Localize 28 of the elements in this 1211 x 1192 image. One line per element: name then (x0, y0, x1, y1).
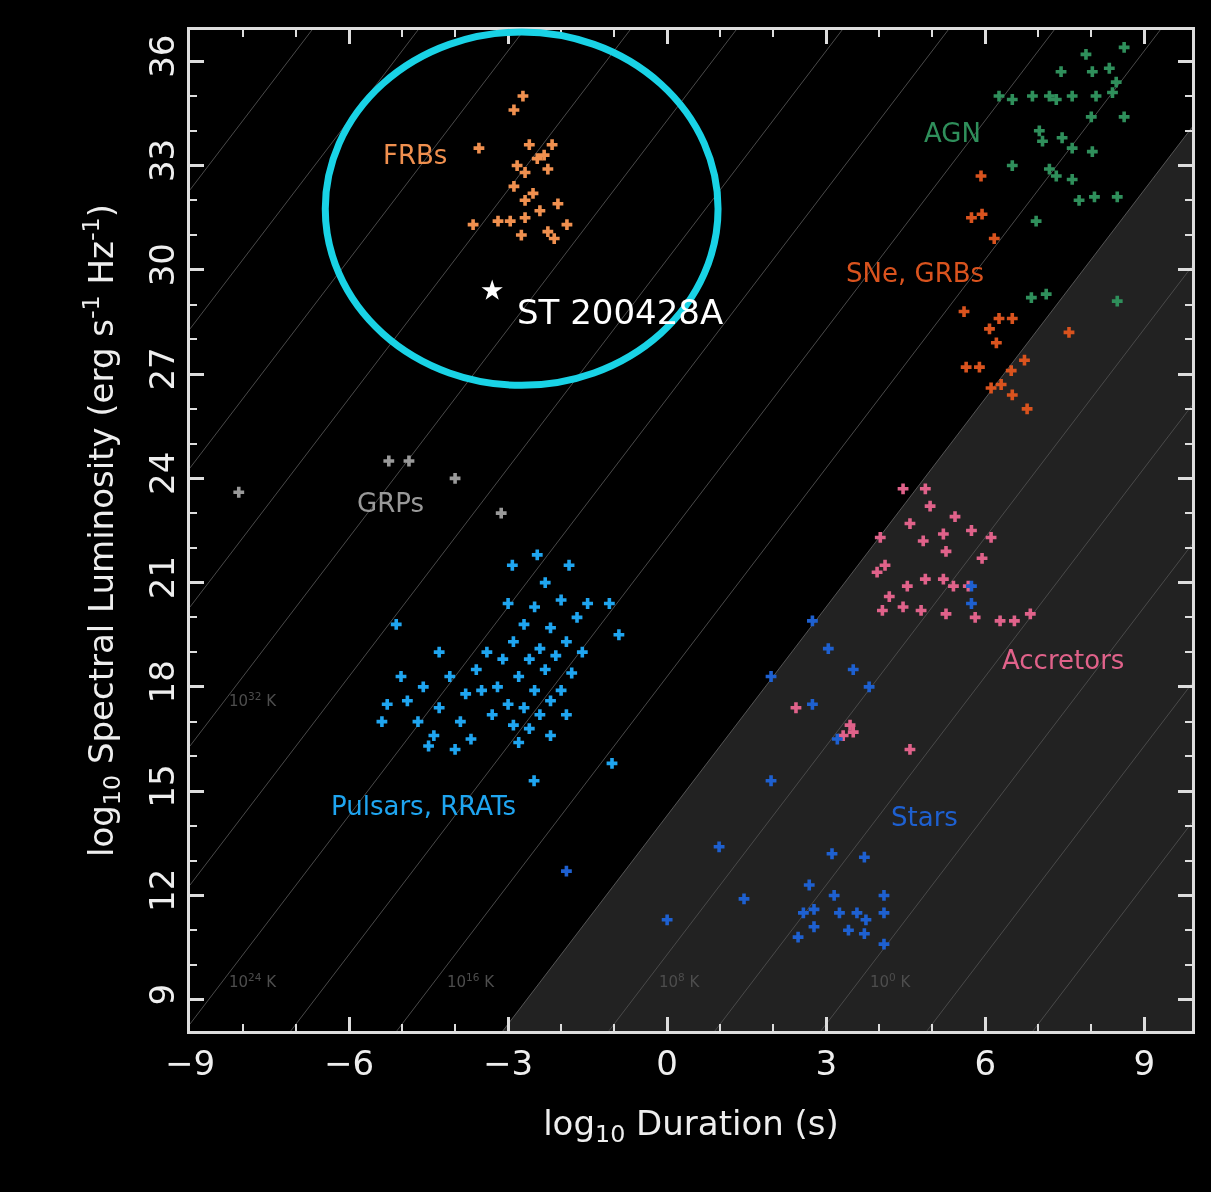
x-tick-label: 6 (974, 1042, 997, 1083)
series-label: Stars (891, 802, 958, 832)
y-tick-label: 33 (141, 138, 182, 183)
x-tick-label: 0 (656, 1042, 678, 1083)
y-tick-label: 30 (141, 243, 182, 287)
y-tick-label: 9 (141, 983, 182, 1006)
series-label: SNe, GRBs (846, 258, 985, 288)
annotation: 10$^{32}$ K (229, 690, 278, 711)
annotation: 10$^{24}$ K (229, 971, 278, 992)
x-tick-label: 9 (1133, 1042, 1156, 1083)
series-label: FRBs (383, 140, 448, 170)
x-tick-label: −6 (323, 1042, 375, 1083)
x-tick-label: −3 (483, 1042, 534, 1083)
y-tick-label: 36 (141, 34, 182, 78)
x-tick-label: 3 (815, 1042, 838, 1083)
y-tick-label: 27 (141, 347, 182, 391)
y-tick-label: 24 (141, 451, 182, 495)
y-tick-label: 18 (141, 660, 182, 704)
series-label: Pulsars, RRATs (331, 791, 517, 821)
x-tick-label: −9 (164, 1042, 216, 1083)
y-tick-label: 12 (141, 868, 182, 912)
series-label: AGN (924, 118, 981, 148)
series-label: Accretors (1002, 645, 1125, 675)
x-axis-title: log$_{10}$ Duration (s) (543, 1102, 839, 1148)
annotation: 10$^{16}$ K (447, 971, 496, 992)
y-tick-label: 15 (141, 764, 182, 808)
y-tick-label: 21 (141, 555, 182, 600)
series-label: GRPs (357, 488, 424, 518)
